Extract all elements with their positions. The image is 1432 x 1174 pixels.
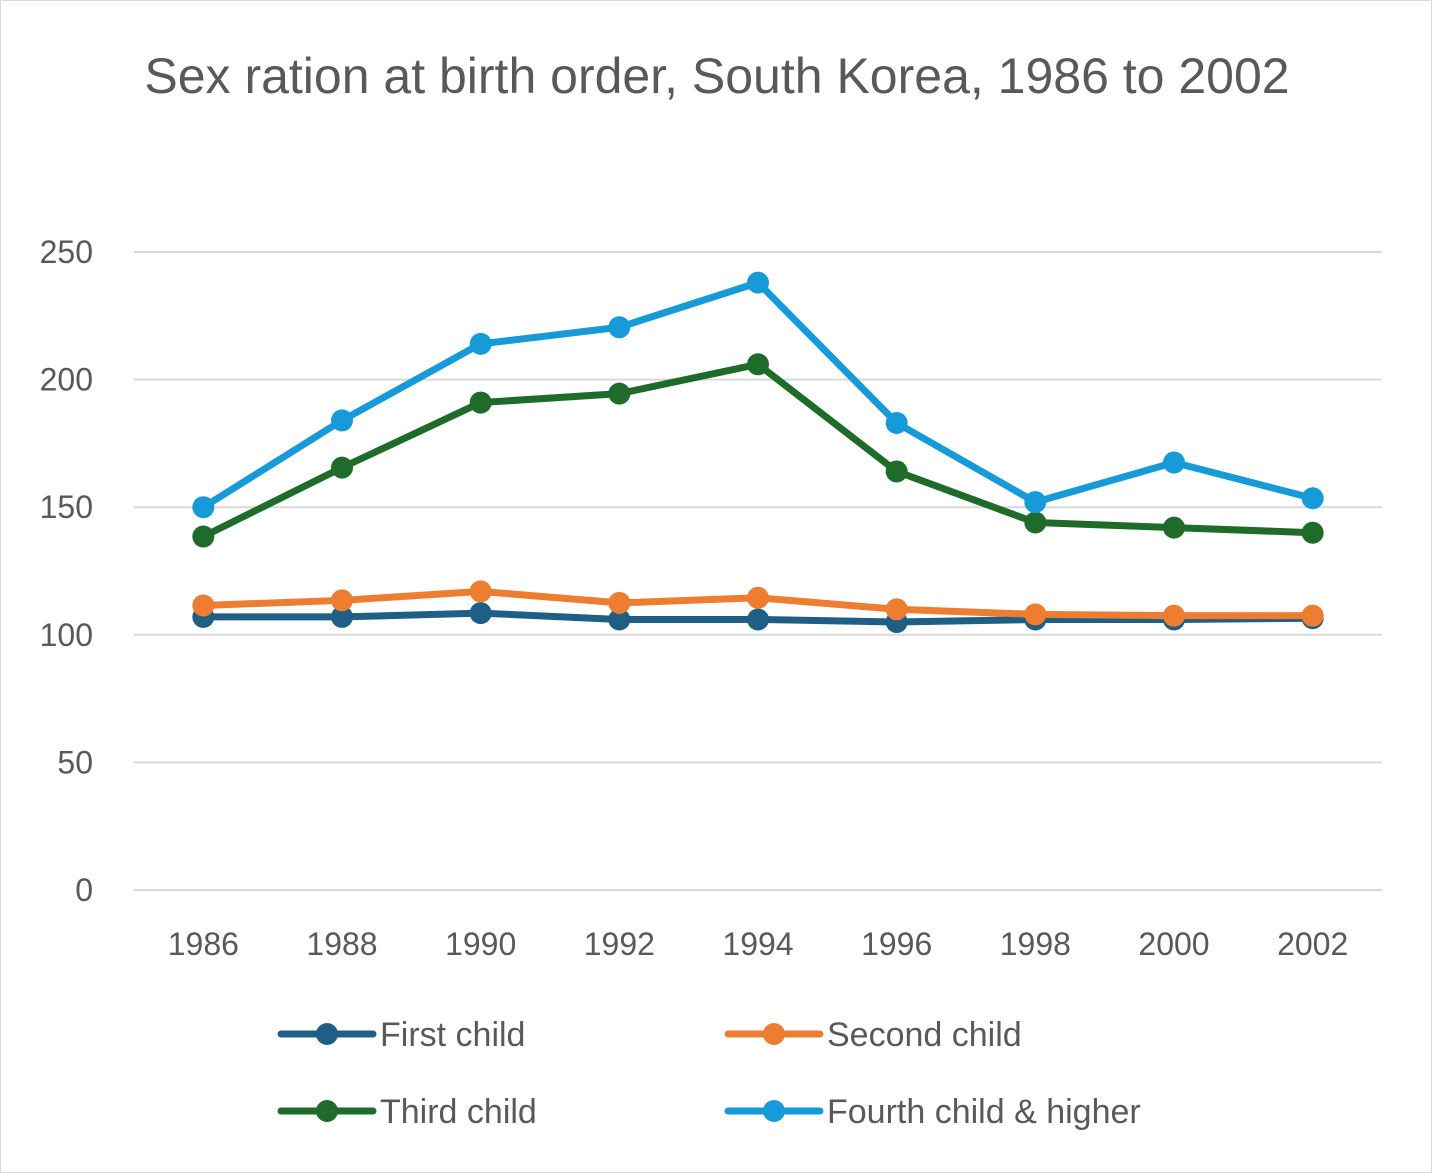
legend-item: Second child — [724, 1016, 1022, 1054]
legend-swatch-marker — [316, 1023, 338, 1045]
legend-label: First child — [380, 1016, 525, 1054]
data-point — [1301, 604, 1324, 627]
data-point — [1163, 516, 1185, 539]
data-point — [608, 608, 631, 631]
series-line — [199, 360, 1317, 541]
chart-title: Sex ration at birth order, South Korea, … — [144, 48, 1290, 104]
x-tick-label: 1986 — [168, 926, 239, 962]
data-point — [608, 382, 631, 405]
y-tick-label: 100 — [40, 617, 93, 653]
data-point — [192, 525, 215, 548]
legend-item: Third child — [277, 1093, 537, 1131]
data-point — [747, 608, 769, 631]
x-tick-label: 1988 — [306, 926, 377, 962]
x-tick-label: 1992 — [584, 926, 655, 962]
legend-swatch-marker — [763, 1100, 785, 1122]
data-point — [469, 391, 492, 414]
data-point — [192, 594, 215, 617]
gridlines — [134, 251, 1382, 891]
data-point — [331, 605, 353, 628]
data-point — [747, 271, 769, 294]
data-point — [469, 602, 492, 625]
data-point — [747, 353, 769, 376]
x-tick-label: 2002 — [1277, 926, 1348, 962]
y-tick-label: 200 — [40, 362, 93, 398]
series-4 — [192, 271, 1324, 519]
data-point — [1163, 451, 1185, 474]
y-axis-tick-labels: 0 50 100 150 200 250 — [40, 234, 93, 908]
legend-swatch-marker — [763, 1023, 785, 1045]
x-tick-label: 1998 — [1000, 926, 1071, 962]
y-tick-label: 0 — [75, 872, 93, 908]
data-point — [331, 456, 353, 479]
data-point — [1301, 521, 1324, 544]
data-point — [469, 580, 492, 603]
data-point — [1163, 604, 1185, 627]
data-point — [747, 586, 769, 609]
data-point — [1024, 511, 1047, 534]
legend-item: First child — [277, 1016, 525, 1054]
data-point — [469, 332, 492, 355]
data-point — [885, 598, 908, 621]
legend-label: Fourth child & higher — [827, 1093, 1141, 1131]
y-tick-label: 150 — [40, 489, 93, 525]
series-lines — [192, 271, 1324, 634]
legend-label: Second child — [827, 1016, 1022, 1054]
series-line — [199, 279, 1317, 511]
y-tick-label: 250 — [40, 234, 93, 270]
series-2 — [192, 580, 1324, 627]
x-tick-label: 1990 — [445, 926, 516, 962]
data-point — [608, 316, 631, 339]
legend: First child Second child Third child Fourth… — [277, 1016, 1141, 1131]
data-point — [885, 411, 908, 434]
y-tick-label: 50 — [57, 744, 93, 780]
legend-swatch-marker — [316, 1100, 338, 1122]
data-point — [1301, 487, 1324, 510]
data-point — [1024, 491, 1047, 514]
x-tick-label: 1996 — [861, 926, 932, 962]
data-point — [608, 591, 631, 614]
x-axis-tick-labels: 1986 1988 1990 1992 1994 1996 1998 2000 2002 — [168, 926, 1349, 962]
data-point — [331, 409, 353, 432]
data-point — [331, 589, 353, 612]
legend-label: Third child — [380, 1093, 537, 1131]
series-3 — [192, 353, 1324, 548]
x-tick-label: 2000 — [1138, 926, 1209, 962]
data-point — [885, 460, 908, 483]
x-tick-label: 1994 — [722, 926, 793, 962]
legend-item: Fourth child & higher — [724, 1093, 1141, 1131]
data-point — [1024, 603, 1047, 626]
data-point — [192, 496, 215, 519]
